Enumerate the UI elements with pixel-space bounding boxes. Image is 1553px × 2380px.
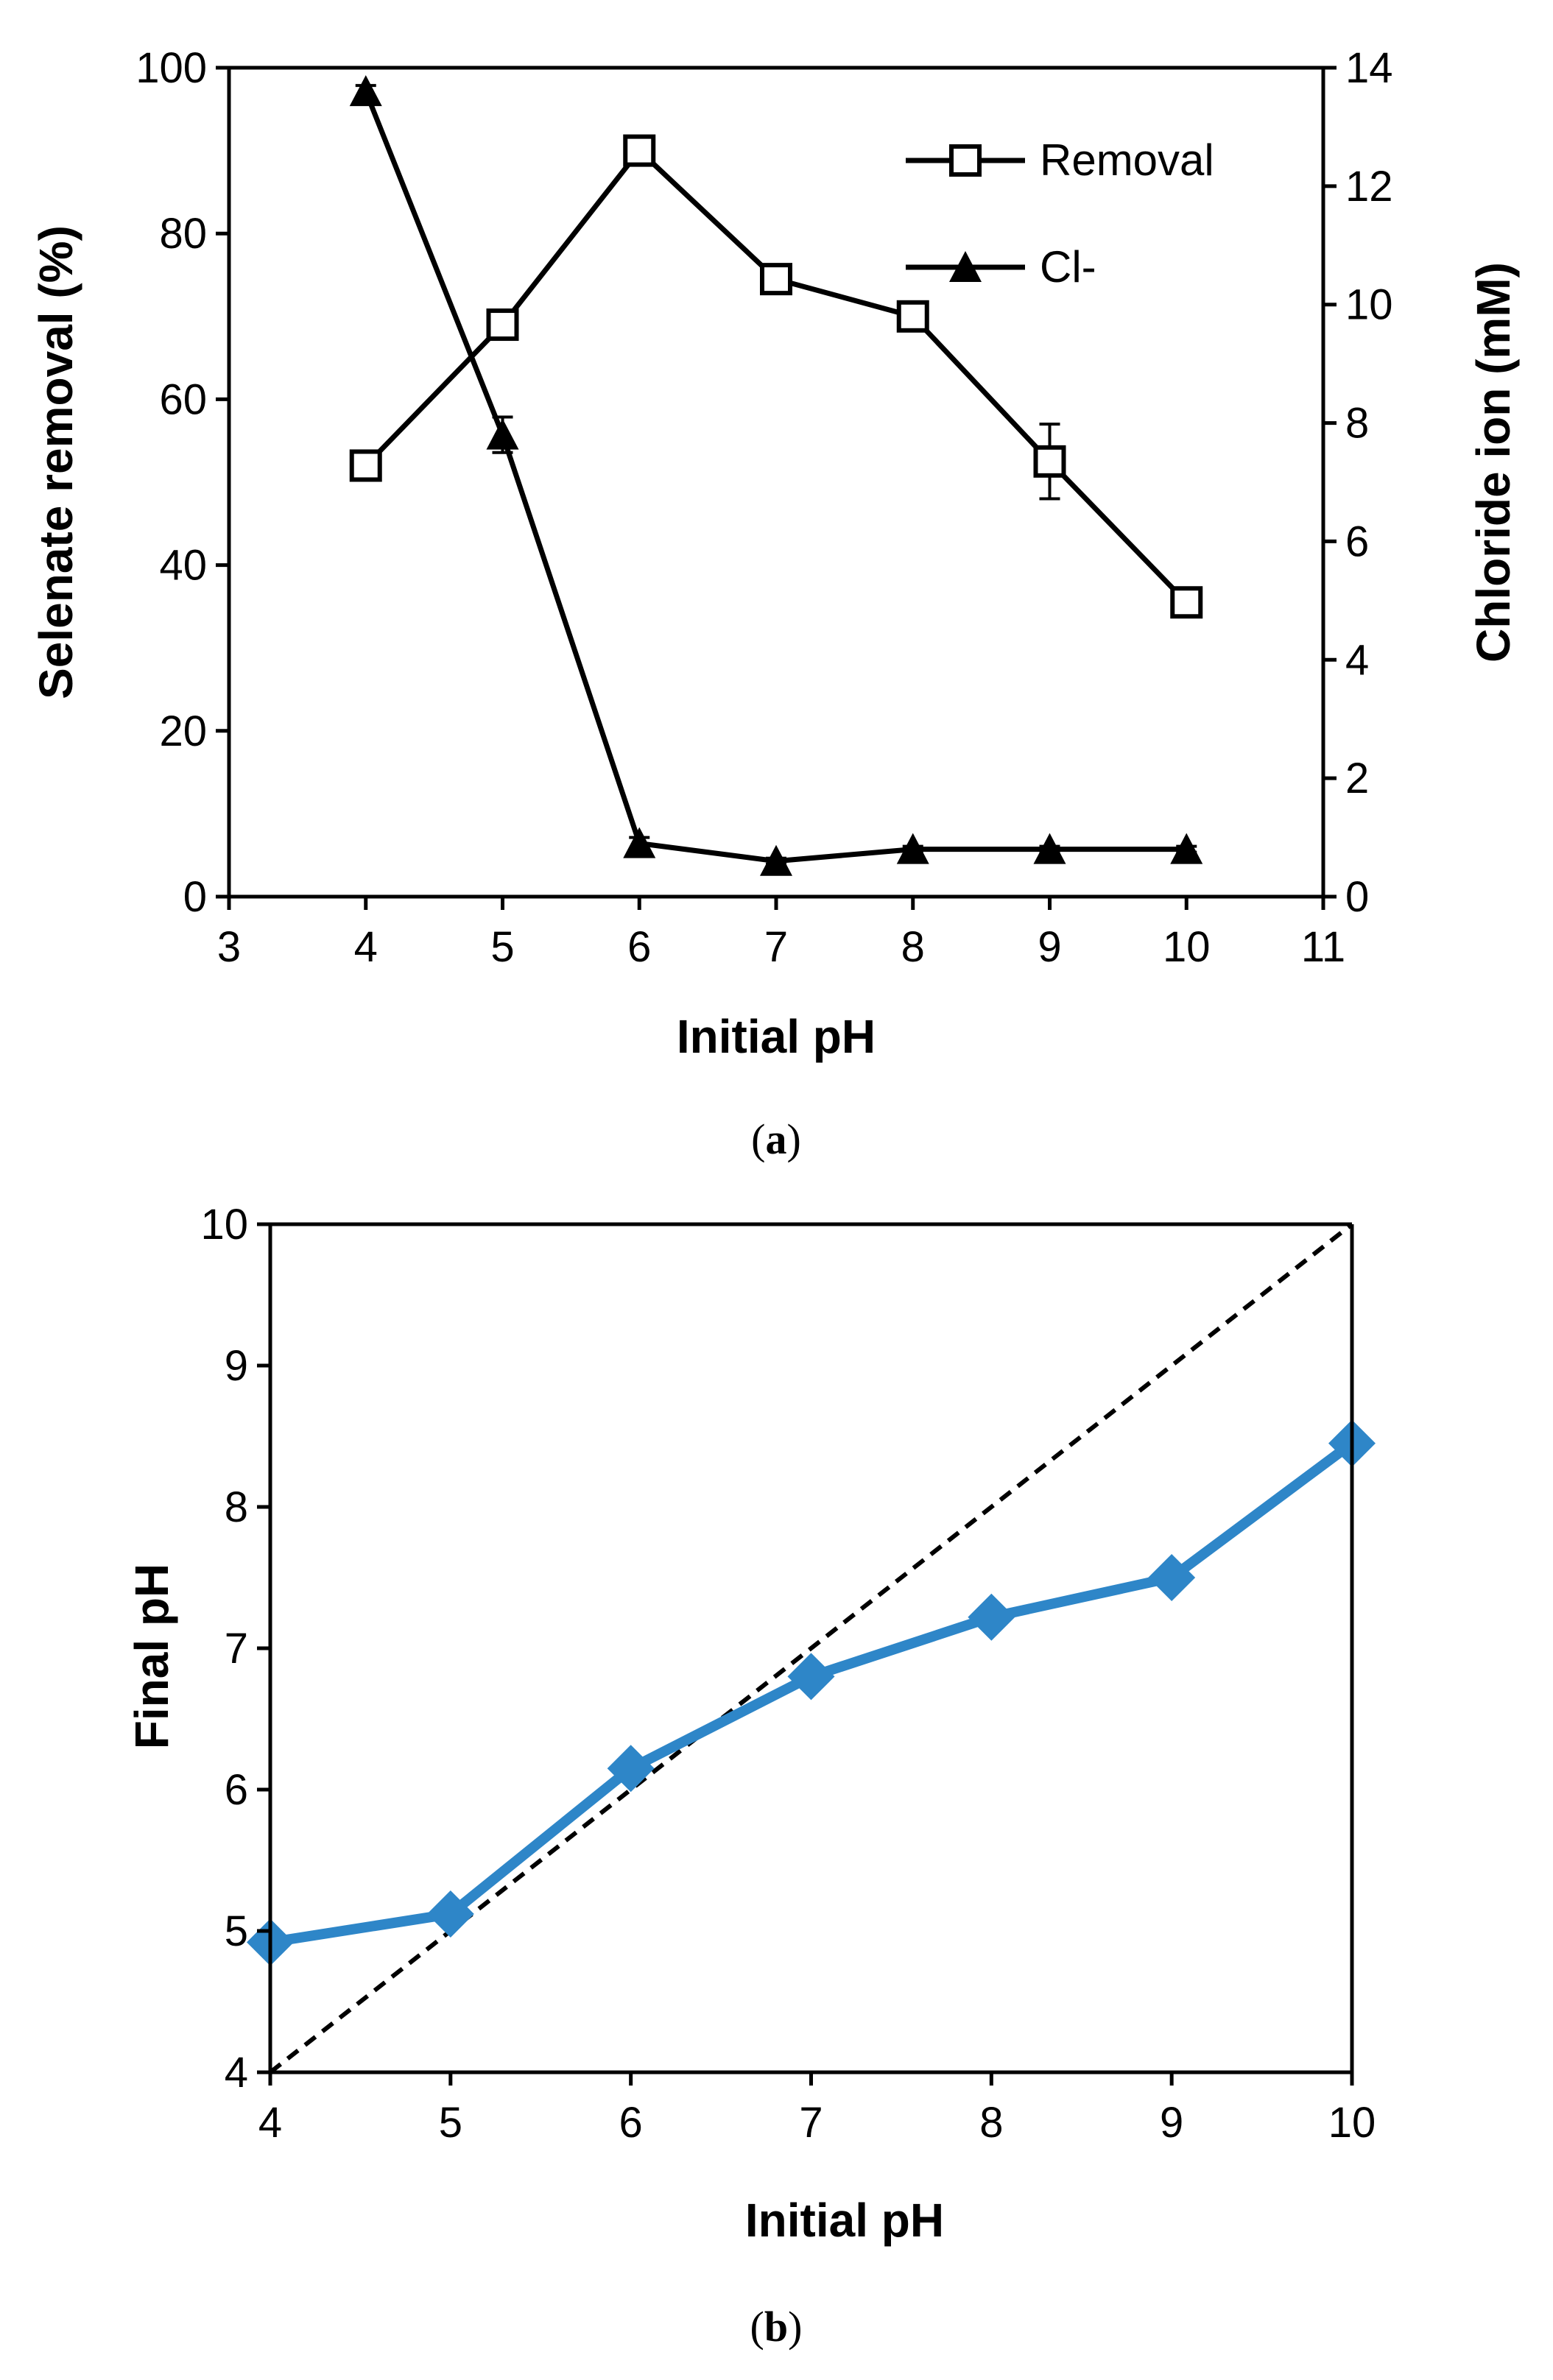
y2-tick-label: 4 [1345,636,1369,684]
removal-point [1170,586,1203,619]
legend-removal-label: Removal [1040,135,1214,185]
panel-a-marks [349,75,1203,876]
x-tick-label: 9 [1160,2099,1183,2147]
x-tick-label: 10 [1328,2099,1376,2147]
chloride-point [486,418,519,450]
x-tick-label: 5 [490,923,514,971]
y-tick-label: 5 [225,1907,248,1955]
chloride-point [1170,833,1203,864]
one-to-one-reference-line [269,1222,1353,2074]
y2-tick-label: 10 [1345,281,1393,329]
removal-point [1033,445,1066,478]
final-ph-point [607,1745,655,1793]
panel-a-y-axis-title: Selenate removal (%) [29,225,82,699]
removal-point [896,300,929,333]
removal-series-line [364,148,1188,604]
y-tick-label: 0 [183,873,207,921]
x-tick-label: 9 [1038,923,1061,971]
y2-tick-label: 8 [1345,400,1369,448]
y-tick-label: 9 [225,1342,248,1390]
legend-cl-label: Cl- [1040,242,1096,292]
x-tick-label: 3 [217,923,241,971]
x-tick-label: 6 [619,2099,643,2147]
y-tick-label: 60 [159,375,207,423]
removal-point [760,263,792,296]
removal-point [623,134,656,167]
y2-tick-label: 6 [1345,518,1369,565]
legend-cl-marker [949,251,982,282]
legend-removal-marker [949,144,982,177]
x-tick-label: 7 [799,2099,823,2147]
x-tick-label: 4 [258,2099,282,2147]
panel-b-ticks: 4 5 6 7 8 9 10 4 5 6 7 8 9 10 [200,1201,1376,2147]
y-tick-label: 7 [225,1625,248,1673]
y-tick-label: 100 [135,44,207,92]
y2-tick-label: 12 [1345,163,1393,211]
panel-b-x-axis-title: Initial pH [745,2194,944,2247]
y-tick-label: 80 [159,210,207,258]
chloride-point [1033,833,1066,864]
y-tick-label: 20 [159,707,207,755]
panel-b-marks [247,1222,1376,2074]
panel-b-y-axis-title: Final pH [125,1564,178,1749]
x-tick-label: 7 [764,923,788,971]
y-tick-label: 8 [225,1483,248,1531]
x-tick-label: 4 [354,923,378,971]
x-tick-label: 11 [1301,923,1345,971]
chloride-point [623,827,656,858]
y-tick-label: 6 [225,1766,248,1814]
final-ph-point [787,1653,835,1701]
chloride-point [349,75,382,107]
final-ph-point [968,1593,1015,1641]
x-tick-label: 10 [1163,923,1211,971]
removal-point [349,449,382,482]
panel-a-legend: Removal Cl- [906,135,1214,292]
x-tick-label: 6 [627,923,651,971]
y2-tick-label: 14 [1345,44,1393,92]
y-tick-label: 10 [200,1201,248,1249]
chloride-point [896,833,929,864]
panel-a-x-axis-title: Initial pH [677,1010,876,1063]
panel-a-plot-frame [227,66,1325,899]
y-tick-label: 40 [159,542,207,590]
panel-b: 4 5 6 7 8 9 10 4 5 6 7 8 9 10 Initial pH Final pH (b) [125,1201,1376,2351]
panel-a-y2-axis-title: Chloride ion (mM) [1467,262,1520,663]
panel-a-caption: (a) [751,1115,801,1163]
x-tick-label: 5 [439,2099,462,2147]
chloride-point [760,844,792,876]
panel-b-caption: (b) [750,2303,803,2351]
final-ph-point [1148,1554,1196,1601]
final-ph-point [426,1890,474,1938]
y2-tick-label: 2 [1345,755,1369,802]
x-tick-label: 8 [979,2099,1003,2147]
x-tick-label: 8 [901,923,925,971]
y-tick-label: 4 [225,2049,248,2097]
removal-point [486,308,519,342]
y2-tick-label: 0 [1345,873,1369,921]
